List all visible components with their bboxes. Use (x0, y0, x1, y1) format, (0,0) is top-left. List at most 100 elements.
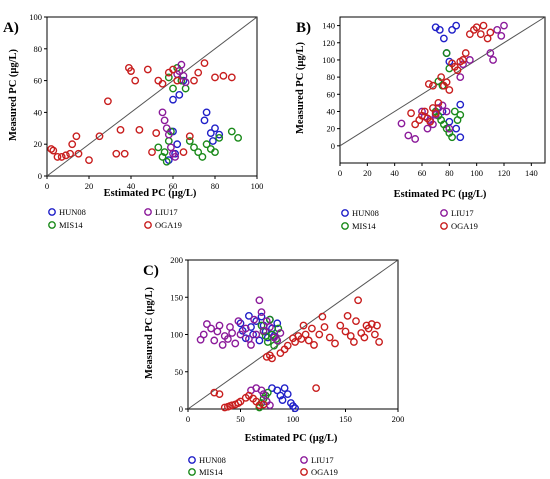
data-point (497, 31, 506, 40)
x-tick-label: 60 (418, 168, 427, 178)
legend-label: MIS14 (352, 221, 376, 231)
legend: HUN08 MIS14 LIU17 OGA19 (48, 207, 182, 230)
data-point (236, 397, 245, 406)
data-point (249, 330, 258, 339)
data-point (360, 333, 369, 342)
data-point (143, 65, 152, 74)
data-point (354, 296, 362, 305)
y-tick-label: 100 (170, 330, 183, 340)
legend-label: LIU17 (451, 208, 474, 218)
data-point (262, 317, 271, 325)
data-point (74, 149, 83, 158)
data-point (227, 127, 236, 136)
data-point (236, 330, 245, 339)
legend-marker (341, 209, 349, 217)
x-tick-label: 0 (338, 168, 342, 178)
data-point (215, 133, 224, 142)
data-point (198, 153, 207, 161)
data-point (320, 323, 329, 331)
x-tick-label: 120 (498, 168, 511, 178)
x-axis-label: Estimated PC (μg/L) (104, 188, 197, 199)
legend-label: LIU17 (155, 207, 178, 217)
data-point (276, 329, 285, 337)
data-point (202, 140, 211, 149)
x-tick-label: 200 (392, 414, 405, 424)
y-tick-label: 0 (38, 171, 42, 181)
data-point (72, 132, 81, 141)
data-point (465, 56, 474, 64)
data-point (164, 73, 173, 82)
y-tick-label: 140 (322, 21, 335, 31)
legend-marker (440, 209, 448, 217)
data-point (268, 354, 276, 363)
data-point (164, 137, 173, 145)
data-point (437, 73, 446, 82)
legend-label: HUN08 (199, 455, 226, 465)
legend-marker (144, 208, 152, 216)
data-point (236, 319, 245, 328)
x-tick-label: 80 (211, 181, 220, 191)
data-point (255, 401, 264, 410)
data-point (289, 402, 297, 410)
data-point (426, 117, 435, 126)
data-point (255, 336, 264, 345)
data-point (207, 324, 216, 333)
data-point (231, 339, 240, 348)
legend-marker (188, 468, 196, 476)
y-tick-label: 0 (179, 404, 183, 414)
legend-marker (300, 468, 308, 476)
legend-marker (188, 456, 196, 464)
data-point (158, 79, 167, 88)
data-point (280, 384, 289, 393)
legend-marker (300, 456, 308, 464)
data-point (472, 23, 481, 32)
x-axis-label: Estimated PC (μg/L) (394, 189, 487, 200)
y-tick-label: 50 (175, 367, 184, 377)
data-point (370, 330, 379, 339)
data-point (169, 95, 177, 104)
series-liu17 (158, 60, 190, 161)
data-point (234, 133, 243, 142)
data-point (135, 125, 144, 134)
legend-label: OGA19 (155, 220, 182, 230)
data-point (173, 140, 182, 149)
legend-label: OGA19 (451, 221, 478, 231)
data-point (445, 86, 454, 94)
data-point (331, 339, 339, 348)
x-tick-label: 0 (45, 181, 49, 191)
data-point (252, 330, 261, 339)
data-point (247, 341, 255, 349)
series-oga19 (407, 21, 495, 129)
data-point (442, 78, 451, 87)
data-point (442, 49, 451, 57)
data-point (66, 149, 75, 158)
data-point (169, 84, 177, 93)
data-point (346, 332, 355, 340)
y-tick-label: 20 (34, 139, 43, 149)
data-point (411, 135, 420, 143)
data-point (211, 148, 219, 157)
legend-marker (144, 221, 152, 229)
data-point (479, 21, 488, 30)
data-point (307, 324, 316, 333)
data-point (341, 327, 350, 336)
series-oga19 (210, 296, 383, 412)
data-point (456, 133, 465, 142)
legend: HUN08 MIS14 LIU17 OGA19 (341, 208, 478, 231)
data-point (218, 341, 227, 349)
data-point (244, 311, 253, 320)
data-point (453, 66, 462, 75)
data-point (411, 120, 420, 129)
data-point (185, 137, 194, 145)
x-tick-label: 100 (251, 181, 264, 191)
data-point (273, 319, 282, 328)
data-point (489, 56, 497, 64)
x-tick-label: 100 (287, 414, 300, 424)
data-point (450, 107, 459, 116)
x-axis-label: Estimated PC (μg/L) (245, 433, 338, 444)
panel-label: A) (3, 20, 19, 36)
data-point (452, 124, 461, 133)
data-point (215, 130, 224, 139)
data-point (169, 65, 177, 74)
data-point (211, 124, 219, 133)
